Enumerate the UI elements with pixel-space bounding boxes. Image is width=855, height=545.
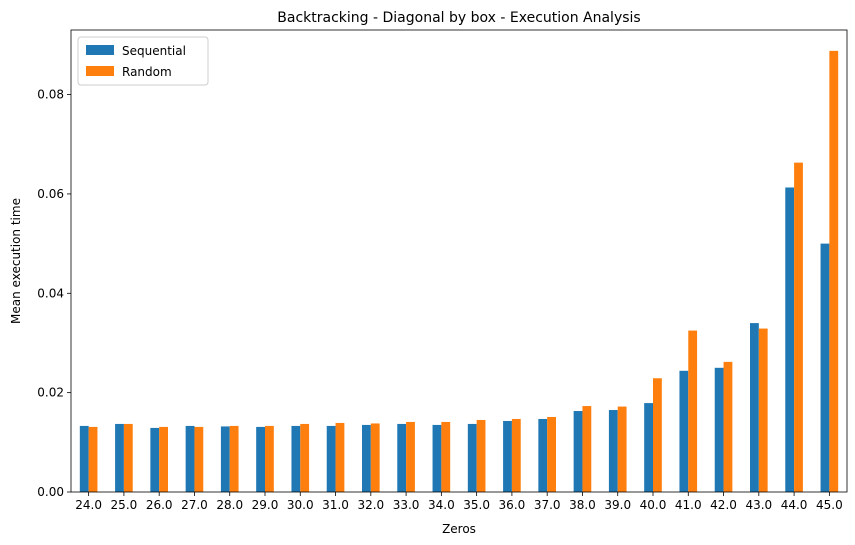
bar-sequential-31.0 (326, 425, 336, 492)
legend: Sequential Random (77, 36, 209, 86)
plot-frame (70, 29, 848, 493)
bar-random-34.0 (441, 421, 451, 492)
bar-random-38.0 (582, 406, 592, 492)
x-tick-label: 42.0 (710, 498, 737, 512)
bar-random-43.0 (758, 328, 768, 492)
bar-random-37.0 (547, 416, 556, 492)
x-tick-label: 28.0 (216, 498, 243, 512)
legend-label-sequential: Sequential (122, 44, 186, 58)
x-tick-label: 30.0 (287, 498, 314, 512)
x-tick-label: 34.0 (428, 498, 455, 512)
bar-sequential-34.0 (432, 424, 442, 492)
bar-random-45.0 (829, 50, 839, 493)
x-tick-label: 40.0 (640, 498, 667, 512)
bar-sequential-24.0 (79, 425, 89, 492)
bar-sequential-32.0 (362, 424, 371, 492)
bar-sequential-36.0 (503, 420, 512, 492)
bar-sequential-40.0 (644, 403, 653, 492)
y-tick-label: 0.04 (37, 286, 64, 300)
bar-sequential-37.0 (538, 418, 548, 492)
bar-sequential-43.0 (750, 323, 759, 492)
bar-sequential-41.0 (679, 370, 689, 492)
bar-sequential-38.0 (573, 411, 583, 492)
x-tick-label: 29.0 (252, 498, 279, 512)
y-tick-label: 0.00 (37, 485, 64, 499)
bar-sequential-28.0 (220, 426, 230, 492)
y-tick-label: 0.06 (37, 187, 64, 201)
bar-random-35.0 (476, 419, 486, 492)
legend-label-random: Random (122, 65, 172, 79)
x-tick-label: 27.0 (181, 498, 208, 512)
x-tick-label: 36.0 (499, 498, 526, 512)
x-axis-label: Zeros (442, 522, 476, 536)
x-tick-label: 43.0 (745, 498, 772, 512)
x-tick-label: 25.0 (111, 498, 138, 512)
bar-sequential-27.0 (185, 425, 195, 492)
bar-sequential-39.0 (608, 410, 618, 492)
bar-random-25.0 (123, 423, 133, 492)
y-axis-label: Mean execution time (9, 198, 23, 324)
bar-random-40.0 (653, 378, 662, 492)
chart-title: Backtracking - Diagonal by box - Executi… (277, 10, 640, 26)
bar-random-42.0 (723, 361, 733, 492)
bar-sequential-33.0 (397, 423, 407, 492)
y-tick-label: 0.08 (37, 88, 64, 102)
x-tick-label: 38.0 (569, 498, 596, 512)
bar-sequential-29.0 (256, 426, 265, 492)
x-tick-label: 39.0 (604, 498, 631, 512)
bar-random-41.0 (688, 330, 698, 492)
bar-random-32.0 (370, 423, 380, 492)
bar-sequential-26.0 (150, 427, 160, 492)
x-tick-label: 45.0 (816, 498, 843, 512)
y-tick-label: 0.02 (37, 386, 64, 400)
x-tick-label: 44.0 (781, 498, 808, 512)
bar-random-26.0 (159, 426, 168, 492)
bar-sequential-44.0 (785, 187, 795, 493)
bar-random-24.0 (88, 426, 98, 492)
bar-random-27.0 (194, 426, 204, 492)
bar-sequential-45.0 (820, 243, 830, 492)
legend-swatch-random (86, 66, 114, 76)
bar-random-36.0 (511, 418, 521, 492)
bar-random-39.0 (617, 406, 627, 492)
bar-sequential-42.0 (714, 367, 724, 492)
bar-random-33.0 (406, 421, 415, 492)
legend-swatch-sequential (86, 45, 114, 55)
x-tick-label: 37.0 (534, 498, 561, 512)
bar-sequential-25.0 (115, 423, 124, 492)
x-tick-label: 26.0 (146, 498, 173, 512)
bar-sequential-35.0 (467, 423, 477, 492)
bar-random-28.0 (229, 425, 239, 492)
plot-area: 24.0 25.0 26.0 27.0 28.0 29.0 30.0 31.0 32.0 33.0… (37, 29, 848, 512)
bar-random-30.0 (300, 423, 310, 492)
x-tick-label: 24.0 (75, 498, 102, 512)
bar-random-44.0 (794, 162, 803, 492)
bar-random-29.0 (265, 425, 274, 492)
x-tick-label: 32.0 (357, 498, 384, 512)
bar-sequential-30.0 (291, 425, 301, 492)
x-tick-label: 31.0 (322, 498, 349, 512)
x-tick-label: 41.0 (675, 498, 702, 512)
x-tick-label: 35.0 (463, 498, 490, 512)
x-tick-label: 33.0 (393, 498, 420, 512)
bar-random-31.0 (335, 422, 345, 492)
